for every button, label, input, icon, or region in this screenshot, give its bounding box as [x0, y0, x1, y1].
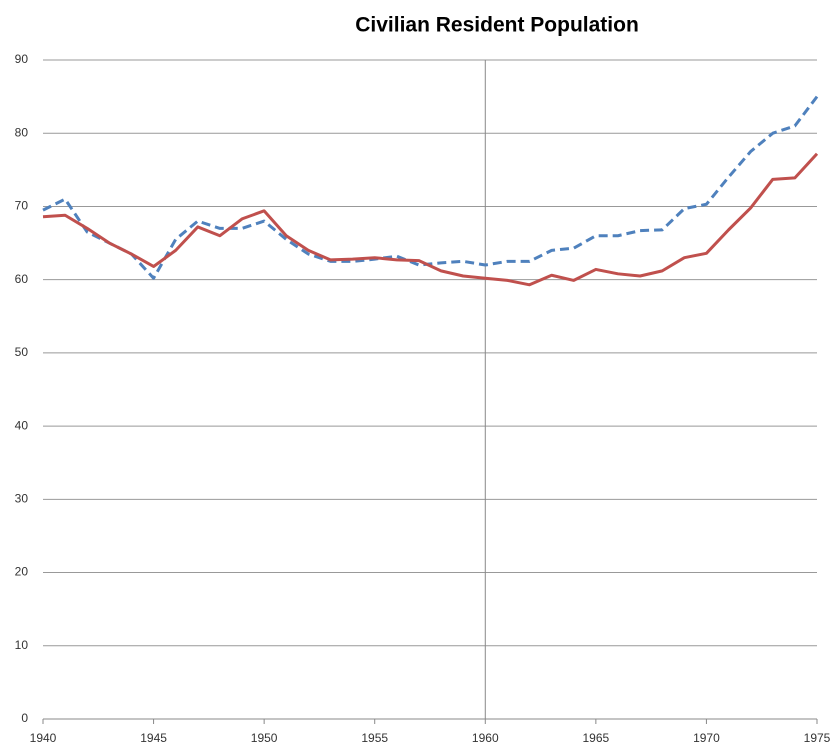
y-tick-label: 40 — [15, 418, 29, 432]
x-tick-label: 1960 — [472, 731, 499, 745]
x-tick-label: 1940 — [30, 731, 57, 745]
y-tick-label: 20 — [15, 565, 29, 579]
y-tick-label: 90 — [15, 52, 29, 66]
y-tick-label: 80 — [15, 125, 29, 139]
x-tick-label: 1955 — [361, 731, 388, 745]
x-tick-label: 1975 — [804, 731, 831, 745]
x-tick-label: 1950 — [251, 731, 278, 745]
y-tick-label: 10 — [15, 638, 29, 652]
y-tick-label: 30 — [15, 492, 29, 506]
y-tick-label: 60 — [15, 272, 29, 286]
chart-title: Civilian Resident Population — [355, 14, 639, 37]
y-tick-label: 70 — [15, 199, 29, 213]
y-tick-label: 50 — [15, 345, 29, 359]
x-tick-label: 1945 — [140, 731, 167, 745]
x-tick-label: 1965 — [583, 731, 610, 745]
x-tick-label: 1970 — [693, 731, 720, 745]
line-series — [42, 152, 819, 287]
y-tick-label: 0 — [21, 711, 28, 725]
line-series — [42, 95, 819, 280]
